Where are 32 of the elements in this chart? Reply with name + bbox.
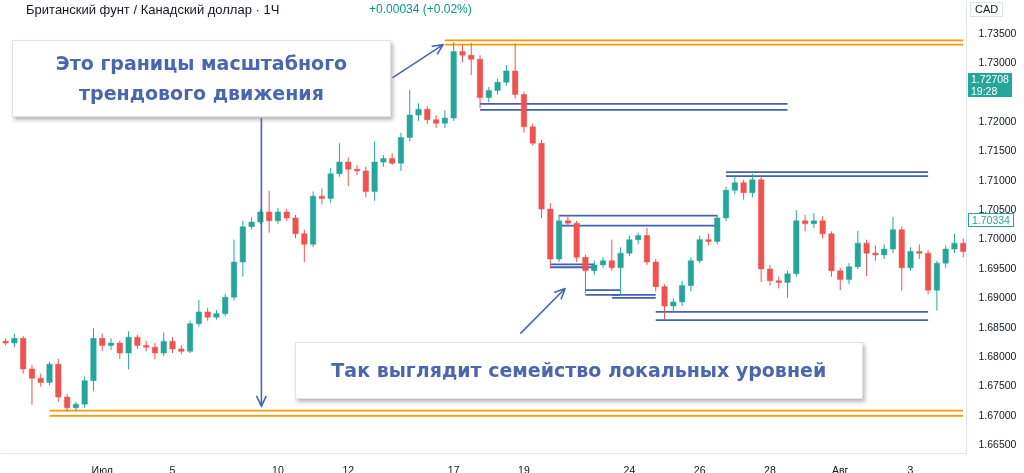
x-tick-label: 3 <box>907 463 914 473</box>
x-tick-label: 17 <box>447 463 460 473</box>
y-tick-label: 1.71000 <box>978 173 1017 186</box>
text: 1.72708 19:28 <box>968 72 1012 97</box>
y-tick-label: 1.73000 <box>978 56 1017 69</box>
x-tick-label: 24 <box>623 463 636 473</box>
y-tick-label: 1.70500 <box>978 203 1017 216</box>
y-tick-label: 1.68500 <box>978 320 1017 333</box>
y-tick-label: 1.72000 <box>978 114 1017 127</box>
y-tick-label: 1.68000 <box>978 349 1017 362</box>
y-tick-label: 1.67000 <box>978 408 1017 421</box>
chart-subtitle: +0.00034 (+0.02%) <box>369 2 472 17</box>
y-tick-label: 1.71500 <box>978 144 1017 157</box>
y-axis-title: CAD <box>970 2 1004 17</box>
chart-title: Британский фунт / Канадский доллар · 1Ч <box>26 1 280 17</box>
x-tick-label: 28 <box>764 463 776 473</box>
y-tick-label: 1.69500 <box>978 261 1017 274</box>
x-tick-label: 26 <box>693 463 706 473</box>
x-tick-label: Авг <box>832 463 849 473</box>
x-tick-label: 19 <box>518 463 530 473</box>
x-tick-label: 10 <box>272 463 284 473</box>
y-tick-label: 1.73500 <box>978 26 1017 39</box>
text: 1.70334 <box>968 213 1014 228</box>
x-tick-label: Июл <box>91 463 113 473</box>
y-tick-label: 1.66500 <box>978 438 1017 451</box>
annotation: Так выглядит семейство локальных уровней <box>331 358 827 384</box>
y-tick-label: 1.67500 <box>978 379 1017 392</box>
x-tick-label: 5 <box>169 463 176 473</box>
y-tick-label: 1.70000 <box>978 232 1017 245</box>
annotation: Это границы масштабного трендового движения <box>55 51 348 107</box>
y-tick-label: 1.69000 <box>978 291 1017 304</box>
x-tick-label: 12 <box>342 463 355 473</box>
